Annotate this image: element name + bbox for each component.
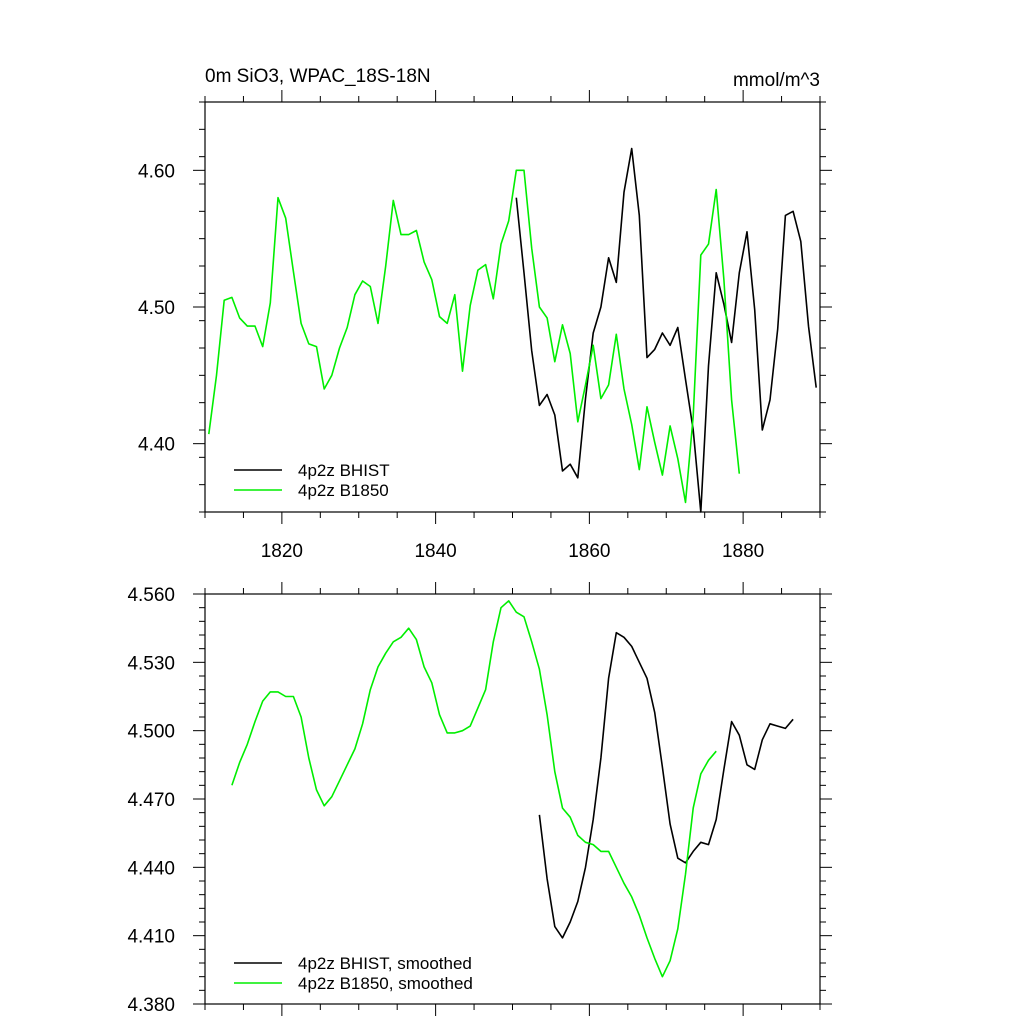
legend-label-bhist: 4p2z BHIST [298, 461, 390, 480]
y-tick-label: 4.500 [127, 722, 175, 743]
y-tick-label: 4.50 [138, 298, 175, 319]
chart-title: 0m SiO3, WPAC_18S-18N [205, 66, 431, 87]
plot-frame [204, 593, 821, 1005]
bottom-panel: 4.380 4.410 4.440 4.470 4.500 4.530 4.560 4p2z… [127, 582, 832, 1016]
series-line-bhist [515, 147, 817, 513]
legend-label-b1850-smoothed: 4p2z B1850, smoothed [298, 974, 473, 993]
y-tick-label: 4.380 [127, 995, 175, 1016]
top-panel: 0m SiO3, WPAC_18S-18N mmol/m^3 1820 1840 1… [138, 66, 832, 562]
y-tick-label: 4.530 [127, 653, 175, 674]
y-tick-label: 4.410 [127, 927, 175, 948]
legend: 4p2z BHIST, smoothed 4p2z B1850, smoothe… [234, 954, 473, 993]
x-tick-label: 1880 [722, 541, 764, 562]
series-line-b1850 [208, 169, 741, 504]
series-line-b1850 [231, 599, 717, 978]
y-tick-label: 4.40 [138, 435, 175, 456]
x-tick-label: 1840 [414, 541, 456, 562]
x-tick-label: 1820 [261, 541, 303, 562]
chart-units: mmol/m^3 [733, 70, 820, 91]
series-line-bhist [538, 631, 794, 939]
plot-frame [204, 101, 821, 513]
legend-label-b1850: 4p2z B1850 [298, 481, 389, 500]
x-tick-label: 1860 [568, 541, 610, 562]
y-tick-label: 4.60 [138, 161, 175, 182]
legend-label-bhist-smoothed: 4p2z BHIST, smoothed [298, 954, 472, 973]
legend: 4p2z BHIST 4p2z B1850 [234, 461, 390, 500]
y-tick-label: 4.470 [127, 790, 175, 811]
y-tick-label: 4.560 [127, 585, 175, 606]
y-tick-label: 4.440 [127, 858, 175, 879]
